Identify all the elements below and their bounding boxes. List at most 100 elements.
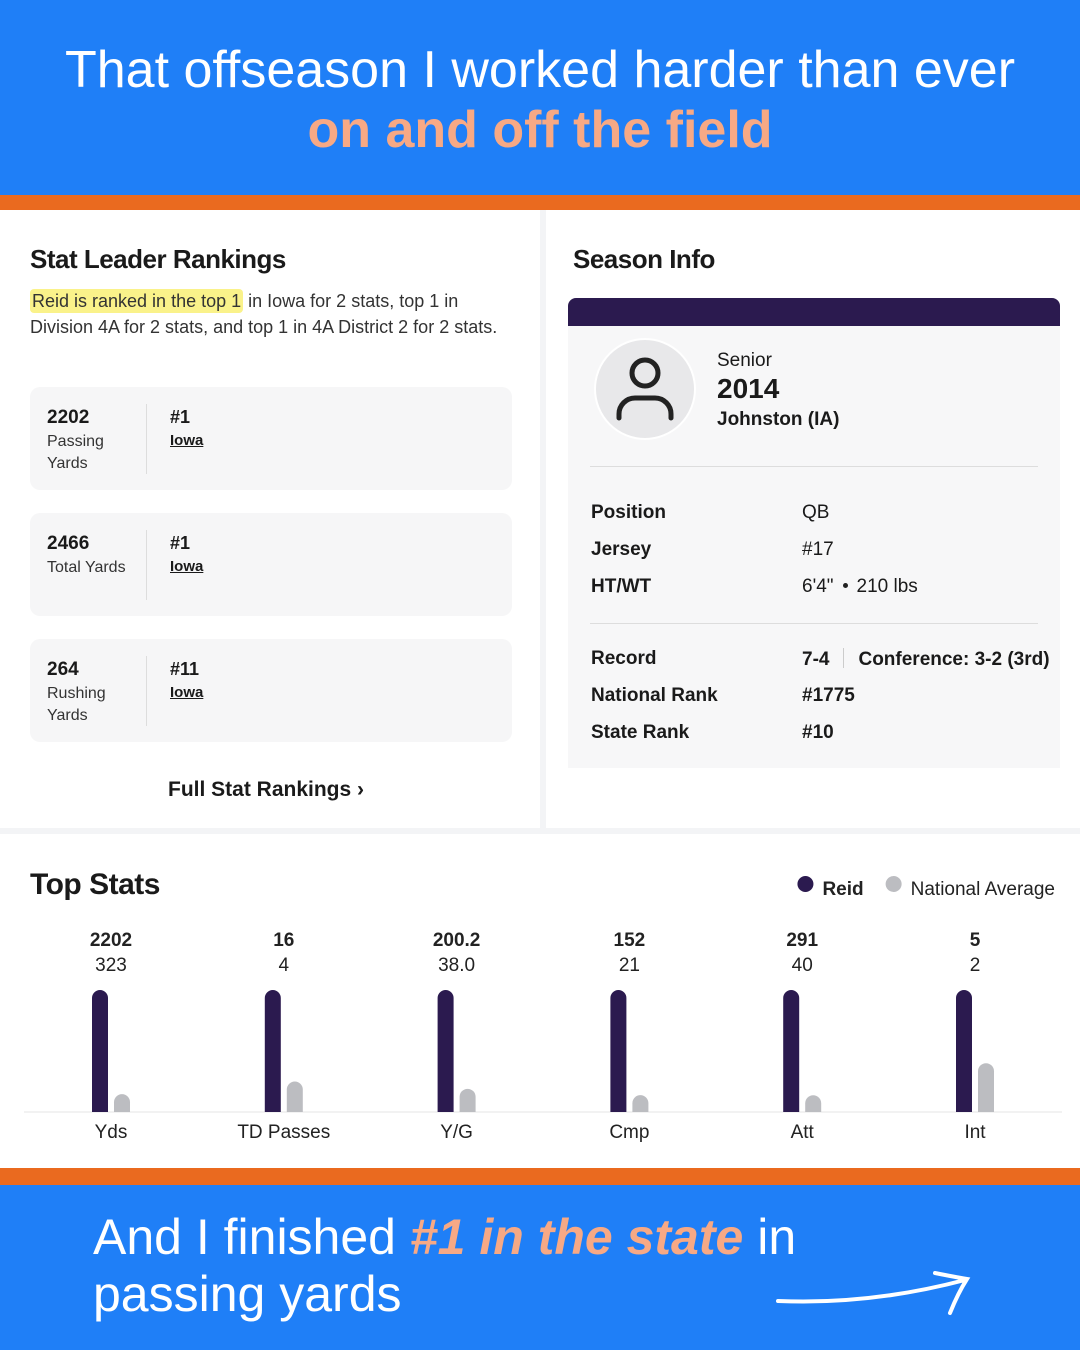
legend-marker xyxy=(797,876,814,892)
footer-text: in xyxy=(743,1209,797,1265)
x-tick-label: Yds xyxy=(95,1122,128,1143)
footer-highlight: #1 in the state xyxy=(409,1209,744,1265)
info-value: #1775 xyxy=(802,685,855,706)
ranking-rank: #1 xyxy=(170,533,191,553)
bar xyxy=(978,1063,994,1112)
info-value: 7-4 xyxy=(802,649,830,670)
divider xyxy=(0,1168,1080,1185)
x-tick-label: Cmp xyxy=(609,1122,649,1143)
full-rankings-link[interactable]: Full Stat Rankings › xyxy=(168,778,365,801)
footer-line2: passing yards xyxy=(93,1266,402,1322)
value-label: 323 xyxy=(95,955,127,976)
value-label: 40 xyxy=(792,955,813,976)
info-value: 6'4" xyxy=(802,576,834,597)
ranking-value: 264 xyxy=(47,659,79,680)
info-value-row: 7-4 Conference: 3-2 (3rd) xyxy=(802,648,1050,671)
info-value-row: 6'4" 210 lbs xyxy=(802,576,918,598)
info-value: #10 xyxy=(802,722,834,743)
separator xyxy=(590,466,1038,467)
header-line1: That offseason I worked harder than ever xyxy=(64,41,1016,99)
top-stats-chart: National Average Reid Yds 2202 323 TD Passes 1… xyxy=(24,876,1062,1143)
divider xyxy=(0,195,1080,210)
ranking-label: Passing Yards xyxy=(47,433,104,472)
ranking-rank: #1 xyxy=(170,407,191,427)
value-label: 2202 xyxy=(90,930,132,951)
rankings-description: Reid is ranked in the top 1 in Iowa for … xyxy=(30,288,520,340)
ranking-label: Total Yards xyxy=(47,559,126,576)
header-line2: on and off the field xyxy=(307,101,773,159)
info-label: National Rank xyxy=(591,685,718,706)
arrow xyxy=(776,1271,971,1315)
bar xyxy=(114,1094,130,1112)
value-label: 5 xyxy=(970,930,981,951)
bar xyxy=(264,990,281,1112)
ranking-item: 264 Rushing Yards #11 Iowa xyxy=(30,639,512,742)
divider-line xyxy=(146,656,147,726)
info-label: Record xyxy=(591,648,657,669)
description: in Iowa for 2 stats, top 1 in Division 4… xyxy=(30,291,498,337)
bar xyxy=(286,1081,303,1112)
footer-line1: And I finished #1 in the state in xyxy=(93,1208,796,1266)
top-stats-title: Top Stats xyxy=(30,868,160,901)
info-value-row: QB xyxy=(802,502,829,524)
ranking-rank: #11 xyxy=(170,659,200,679)
bar xyxy=(805,1095,822,1112)
info-value: #17 xyxy=(802,539,834,560)
season-panel xyxy=(568,298,1060,768)
ranking-item: 2466 Total Yards #1 Iowa xyxy=(30,513,512,616)
season-title: Season Info xyxy=(573,244,715,274)
year: 2014 xyxy=(717,373,780,404)
school: Johnston (IA) xyxy=(717,409,840,430)
ranking-place[interactable]: Iowa xyxy=(170,432,204,449)
bar xyxy=(459,1088,476,1112)
ranking-value: 2466 xyxy=(47,533,90,554)
info-label: Jersey xyxy=(591,539,652,560)
value-label: 38.0 xyxy=(438,955,475,976)
bar xyxy=(956,990,972,1112)
pipe xyxy=(843,648,845,668)
value-label: 21 xyxy=(619,955,640,976)
bar xyxy=(437,990,454,1112)
bar xyxy=(783,990,800,1112)
link-text[interactable]: Full Stat Rankings xyxy=(168,778,352,801)
info-label: Position xyxy=(591,502,666,523)
header: That offseason I worked harder than ever… xyxy=(0,0,1080,195)
divider-line xyxy=(146,404,147,474)
avatar xyxy=(594,338,696,440)
info-value-row: #17 xyxy=(802,539,834,561)
legend-marker xyxy=(885,876,902,892)
highlight: Reid is ranked in the top 1 xyxy=(30,289,244,313)
footer-text: And I finished xyxy=(93,1209,410,1265)
legend-label: Reid xyxy=(822,879,863,900)
ranking-label: Rushing Yards xyxy=(47,685,106,724)
info-value: QB xyxy=(802,502,830,523)
legend-label: National Average xyxy=(911,879,1055,900)
info-label: State Rank xyxy=(591,722,690,743)
value-label: 2 xyxy=(970,955,981,976)
x-tick-label: Y/G xyxy=(440,1122,473,1143)
ranking-place[interactable]: Iowa xyxy=(170,558,204,575)
value-label: 4 xyxy=(279,955,290,976)
value-label: 291 xyxy=(786,930,818,951)
class: Senior xyxy=(717,350,772,371)
value-label: 152 xyxy=(614,930,646,951)
bar xyxy=(632,1095,649,1112)
footer xyxy=(0,1185,1080,1350)
info-label: HT/WT xyxy=(591,576,652,597)
bar xyxy=(92,990,108,1112)
x-tick-label: TD Passes xyxy=(237,1122,330,1143)
ranking-value: 2202 xyxy=(47,407,90,428)
ranking-place[interactable]: Iowa xyxy=(170,684,204,701)
x-tick-label: Att xyxy=(791,1122,815,1143)
divider-line xyxy=(146,530,147,600)
value-label: 16 xyxy=(273,930,294,951)
info-value-row: #1775 xyxy=(802,685,855,707)
separator xyxy=(590,623,1038,624)
ranking-item: 2202 Passing Yards #1 Iowa xyxy=(30,387,512,490)
info-extra: 210 lbs xyxy=(856,576,918,597)
season-band xyxy=(568,298,1060,326)
info-extra: Conference: 3-2 (3rd) xyxy=(858,649,1050,670)
bar xyxy=(610,990,627,1112)
value-label: 200.2 xyxy=(433,930,481,951)
